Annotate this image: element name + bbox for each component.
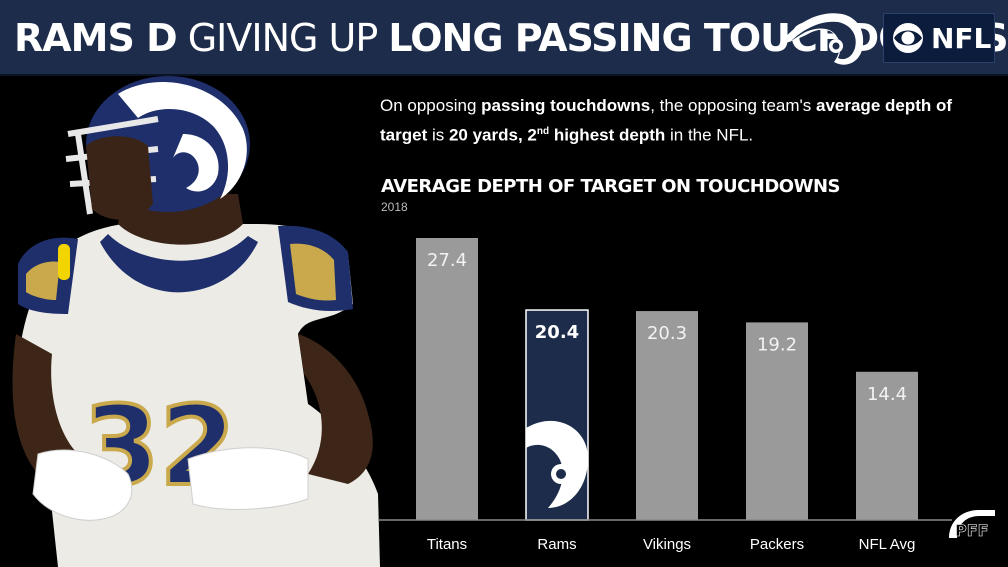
chart-title: AVERAGE DEPTH OF TARGET ON TOUCHDOWNS — [381, 176, 840, 197]
desc-text-1: On opposing — [380, 96, 482, 115]
chart-subtitle: 2018 — [381, 200, 408, 214]
category-label-titans: Titans — [427, 536, 467, 553]
desc-text-3: is — [427, 125, 449, 145]
desc-text-2: , the opposing team's — [650, 96, 816, 115]
category-label-vikings: Vikings — [643, 536, 691, 553]
player-photo: 32 — [12, 76, 380, 567]
rams-horn-icon — [526, 420, 588, 508]
value-label-vikings: 20.3 — [647, 323, 687, 344]
category-label-nfl-avg: NFL Avg — [859, 536, 916, 553]
nfl-logo-text: NFL — [931, 22, 992, 55]
bar-packers — [746, 322, 808, 520]
bar-nfl-avg — [856, 371, 918, 520]
svg-text:PFF: PFF — [955, 521, 989, 540]
value-label-rams: 20.4 — [535, 322, 579, 343]
category-label-rams: Rams — [537, 536, 576, 553]
desc-bold-4: highest depth — [549, 125, 666, 145]
desc-bold-2: average depth of target — [380, 96, 953, 145]
header-banner: RAMS D GIVING UP LONG PASSING TOUCHDOWNS… — [0, 0, 1008, 76]
bar-titans — [416, 238, 478, 520]
desc-text-4: in the NFL. — [665, 125, 754, 145]
cbs-nfl-logo: NFL — [883, 13, 995, 63]
pff-logo-icon: PFF — [949, 510, 995, 540]
category-label-packers: Packers — [750, 536, 804, 553]
desc-sup: nd — [536, 126, 550, 137]
description: On opposing passing touchdowns, the oppo… — [380, 93, 980, 149]
value-label-packers: 19.2 — [757, 334, 797, 355]
bar-vikings — [636, 311, 698, 520]
title-part-1: RAMS D — [14, 16, 178, 60]
desc-bold-3: 20 yards, 2 — [448, 125, 537, 145]
title-part-2: GIVING UP — [187, 16, 379, 60]
desc-bold-1: passing touchdowns — [481, 96, 651, 115]
cbs-eye-icon — [893, 23, 923, 53]
value-label-titans: 27.4 — [427, 250, 467, 271]
value-label-nfl-avg: 14.4 — [867, 384, 907, 405]
rams-horn-icon — [780, 13, 864, 65]
